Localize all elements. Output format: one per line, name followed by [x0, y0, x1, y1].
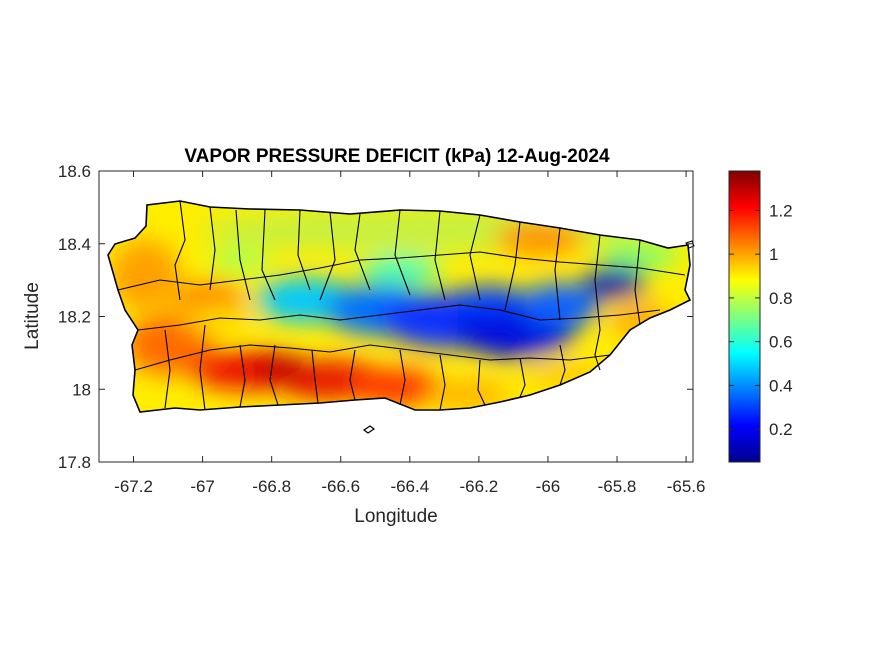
y-tick-label: 18.4 [58, 235, 91, 254]
y-axis-label: Latitude [22, 282, 43, 350]
x-tick-label: -66.6 [321, 477, 360, 496]
colorbar-tick-label: 1 [769, 245, 778, 264]
x-tick-label: -66.4 [390, 477, 429, 496]
y-axis-ticks: 17.8 18 18.2 18.4 18.6 [58, 162, 693, 472]
x-axis-ticks: -67.2 -67 -66.8 -66.6 -66.4 -66.2 -66 -65.8 -65.… [114, 171, 705, 496]
colorbar-tick-label: 0.8 [769, 289, 793, 308]
y-tick-label: 17.8 [58, 453, 91, 472]
colorbar-tick-label: 0.4 [769, 376, 793, 395]
y-tick-label: 18 [72, 380, 91, 399]
municipality-borders [117, 200, 686, 411]
colorbar [728, 170, 761, 463]
colorbar-tick-label: 1.2 [769, 201, 793, 220]
x-tick-label: -67 [190, 477, 215, 496]
colorbar-tick-label: 0.6 [769, 333, 793, 352]
y-tick-label: 18.6 [58, 162, 91, 181]
culebra-fragment [685, 240, 695, 249]
x-tick-label: -65.8 [598, 477, 637, 496]
x-axis-label: Longitude [354, 506, 437, 527]
colorbar-tick-label: 0.2 [769, 420, 793, 439]
x-tick-label: -66.2 [460, 477, 499, 496]
x-tick-label: -66 [536, 477, 561, 496]
colorbar-ticks: 0.2 0.4 0.6 0.8 1 1.2 [729, 201, 793, 439]
x-tick-label: -66.8 [252, 477, 291, 496]
y-tick-label: 18.2 [58, 308, 91, 327]
chart-title: VAPOR PRESSURE DEFICIT (kPa) 12-Aug-2024 [184, 146, 610, 167]
x-tick-label: -65.6 [667, 477, 706, 496]
x-tick-label: -67.2 [114, 477, 153, 496]
caja-de-muertos-island [362, 425, 376, 434]
